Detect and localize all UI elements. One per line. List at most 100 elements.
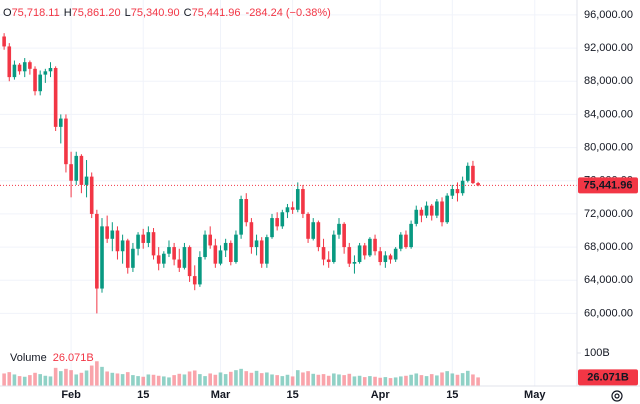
grid [0,0,581,386]
candle-body [213,245,218,264]
ohlc-change: -284.24 (−0.38%) [246,7,331,19]
last-volume-box [578,369,638,386]
candle-body [234,234,238,263]
volume-bar [285,374,290,386]
candle-body [249,222,254,248]
volume-bar [275,375,279,386]
candle-body [419,209,424,216]
candle-body [22,62,27,72]
volume-bar [141,376,146,386]
volume-bar [151,374,156,386]
volume-bar [234,370,238,386]
candle-body [440,201,444,223]
candle-body [146,232,151,243]
volume-bar [388,378,393,386]
candle-body [332,234,336,263]
volume-bar [409,374,413,386]
settings-icon[interactable] [611,390,623,402]
volume-bar [187,371,192,386]
gear-outer [611,390,623,402]
volume-bar [295,370,300,386]
volume-bar [357,375,362,386]
volume-bar [342,375,346,386]
volume-bar [445,371,449,386]
gear-inner [614,393,620,399]
volume-bar [131,375,135,386]
volume-bar [125,372,130,386]
volume-bar [43,375,48,386]
volume-bar [383,377,388,386]
ohlc-value: 75,441.96 [192,7,241,19]
candle-body [218,250,223,264]
volume-bar [378,377,383,386]
volume-bar [450,373,455,386]
ohlc-legend: O75,718.11 H75,861.20 L75,340.90 C75,441.96… [3,7,331,19]
volume-bar [17,376,22,386]
volume-bar [440,372,444,386]
volume-bar [208,373,212,386]
volume-bar [22,376,27,386]
candle-body [321,247,326,260]
volume-bar [156,375,161,386]
volume-bar [182,374,187,386]
candle-body [429,205,434,216]
candle-body [465,165,470,181]
candle-body [198,257,202,285]
candle-body [2,36,6,47]
ohlc-key: H [64,7,72,19]
candle-body [409,223,413,248]
volume-bar [301,372,305,386]
last-price-box [578,177,638,194]
candle-body [69,164,73,181]
candle-body [337,223,341,235]
volume-bar [362,377,367,386]
volume-bar [33,372,37,386]
candle-body [460,180,465,194]
candle-body [131,248,135,268]
y-tick-label: 60,000.00 [584,307,633,319]
volume-bar [223,374,228,386]
x-tick-label: 15 [286,389,298,401]
volume-bar [100,366,104,386]
candle-body [172,247,176,260]
x-tick-label: Apr [371,389,391,401]
candle-body [342,223,346,248]
candle-body [455,189,460,194]
volume-bar [218,372,223,386]
candle-body [388,255,393,260]
volume-bar [316,374,321,386]
volume-bar [28,375,32,386]
volume-bar [74,374,79,386]
volume-tick-label: 100B [584,347,610,359]
candle-body [53,67,58,127]
candle-body [476,183,480,186]
volume-bar [203,376,207,386]
volume-bar [368,376,372,386]
volume-bar [419,375,424,386]
volume-bar [290,376,295,386]
candle-body [105,226,109,239]
ohlc-value: 75,718.11 [12,7,60,19]
candle-body [167,247,171,254]
candle-body [450,189,455,196]
volume-bar [254,370,259,386]
volume-legend: Volume 26.071B [10,352,94,364]
candle-body [244,198,249,223]
volume-bar [244,371,249,386]
volume-bar [259,373,264,386]
candle-body [435,201,439,216]
volume-bar [120,374,125,386]
candle-body [399,234,403,249]
y-tick-label: 88,000.00 [584,75,633,87]
volume-bar [58,371,63,386]
volume-bar [249,372,254,386]
candle-body [383,255,388,263]
y-tick-label: 96,000.00 [584,9,633,21]
volume-bar [311,373,316,386]
labels: 60,000.0064,000.0068,000.0072,000.0076,0… [3,7,638,401]
volume-bar [167,377,171,386]
volume-bar [2,373,6,386]
volume-bar [429,374,434,386]
candle-body [79,155,84,185]
